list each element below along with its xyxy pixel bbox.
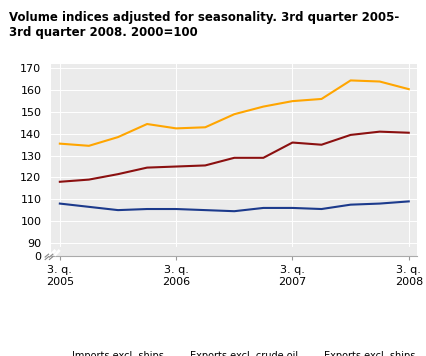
Text: Volume indices adjusted for seasonality. 3rd quarter 2005-
3rd quarter 2008. 200: Volume indices adjusted for seasonality.…: [9, 11, 399, 39]
Legend: Imports excl. ships
and oil platforms, Exports excl. crude oil
and natural gas, : Imports excl. ships and oil platforms, E…: [49, 347, 419, 356]
